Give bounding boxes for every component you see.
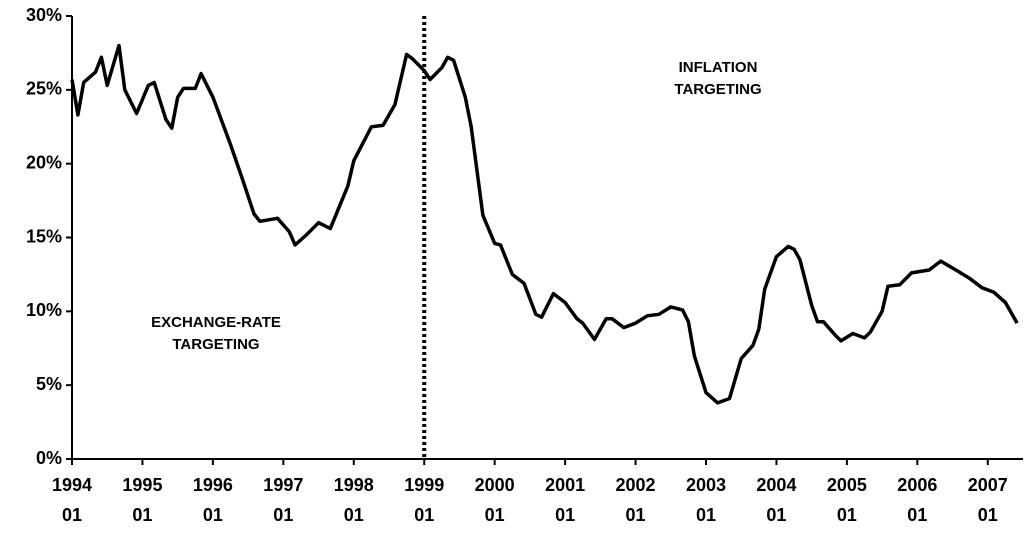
- x-tick-label: 2005 01: [826, 475, 867, 525]
- x-tick-label: 2003 01: [685, 475, 727, 525]
- data-line: [70, 43, 1019, 405]
- y-tick-label: 30%: [26, 5, 62, 25]
- y-tick-label: 10%: [26, 300, 62, 320]
- annotation: INFLATION TARGETING: [674, 59, 762, 98]
- x-tick-label: 2001 01: [545, 475, 586, 525]
- x-tick-label: 1999 01: [404, 475, 445, 525]
- x-tick-label: 1996 01: [192, 475, 233, 525]
- x-tick-label: 1995 01: [122, 475, 163, 525]
- y-tick-label: 0%: [36, 448, 62, 468]
- annotation: EXCHANGE-RATE TARGETING: [151, 314, 281, 353]
- y-tick-label: 15%: [26, 226, 62, 246]
- y-tick-label: 25%: [26, 79, 62, 99]
- x-tick-label: 1998 01: [333, 475, 374, 525]
- x-tick-label: 2002 01: [615, 475, 656, 525]
- x-tick-label: 1997 01: [263, 475, 304, 525]
- x-tick-label: 1994 01: [51, 475, 93, 525]
- y-tick-label: 20%: [26, 152, 62, 172]
- x-tick-label: 2004 01: [756, 475, 797, 525]
- x-tick-label: 2006 01: [897, 475, 938, 525]
- y-tick-label: 5%: [36, 374, 62, 394]
- x-tick-label: 2000 01: [474, 475, 515, 525]
- x-tick-label: 2007 01: [967, 475, 1008, 525]
